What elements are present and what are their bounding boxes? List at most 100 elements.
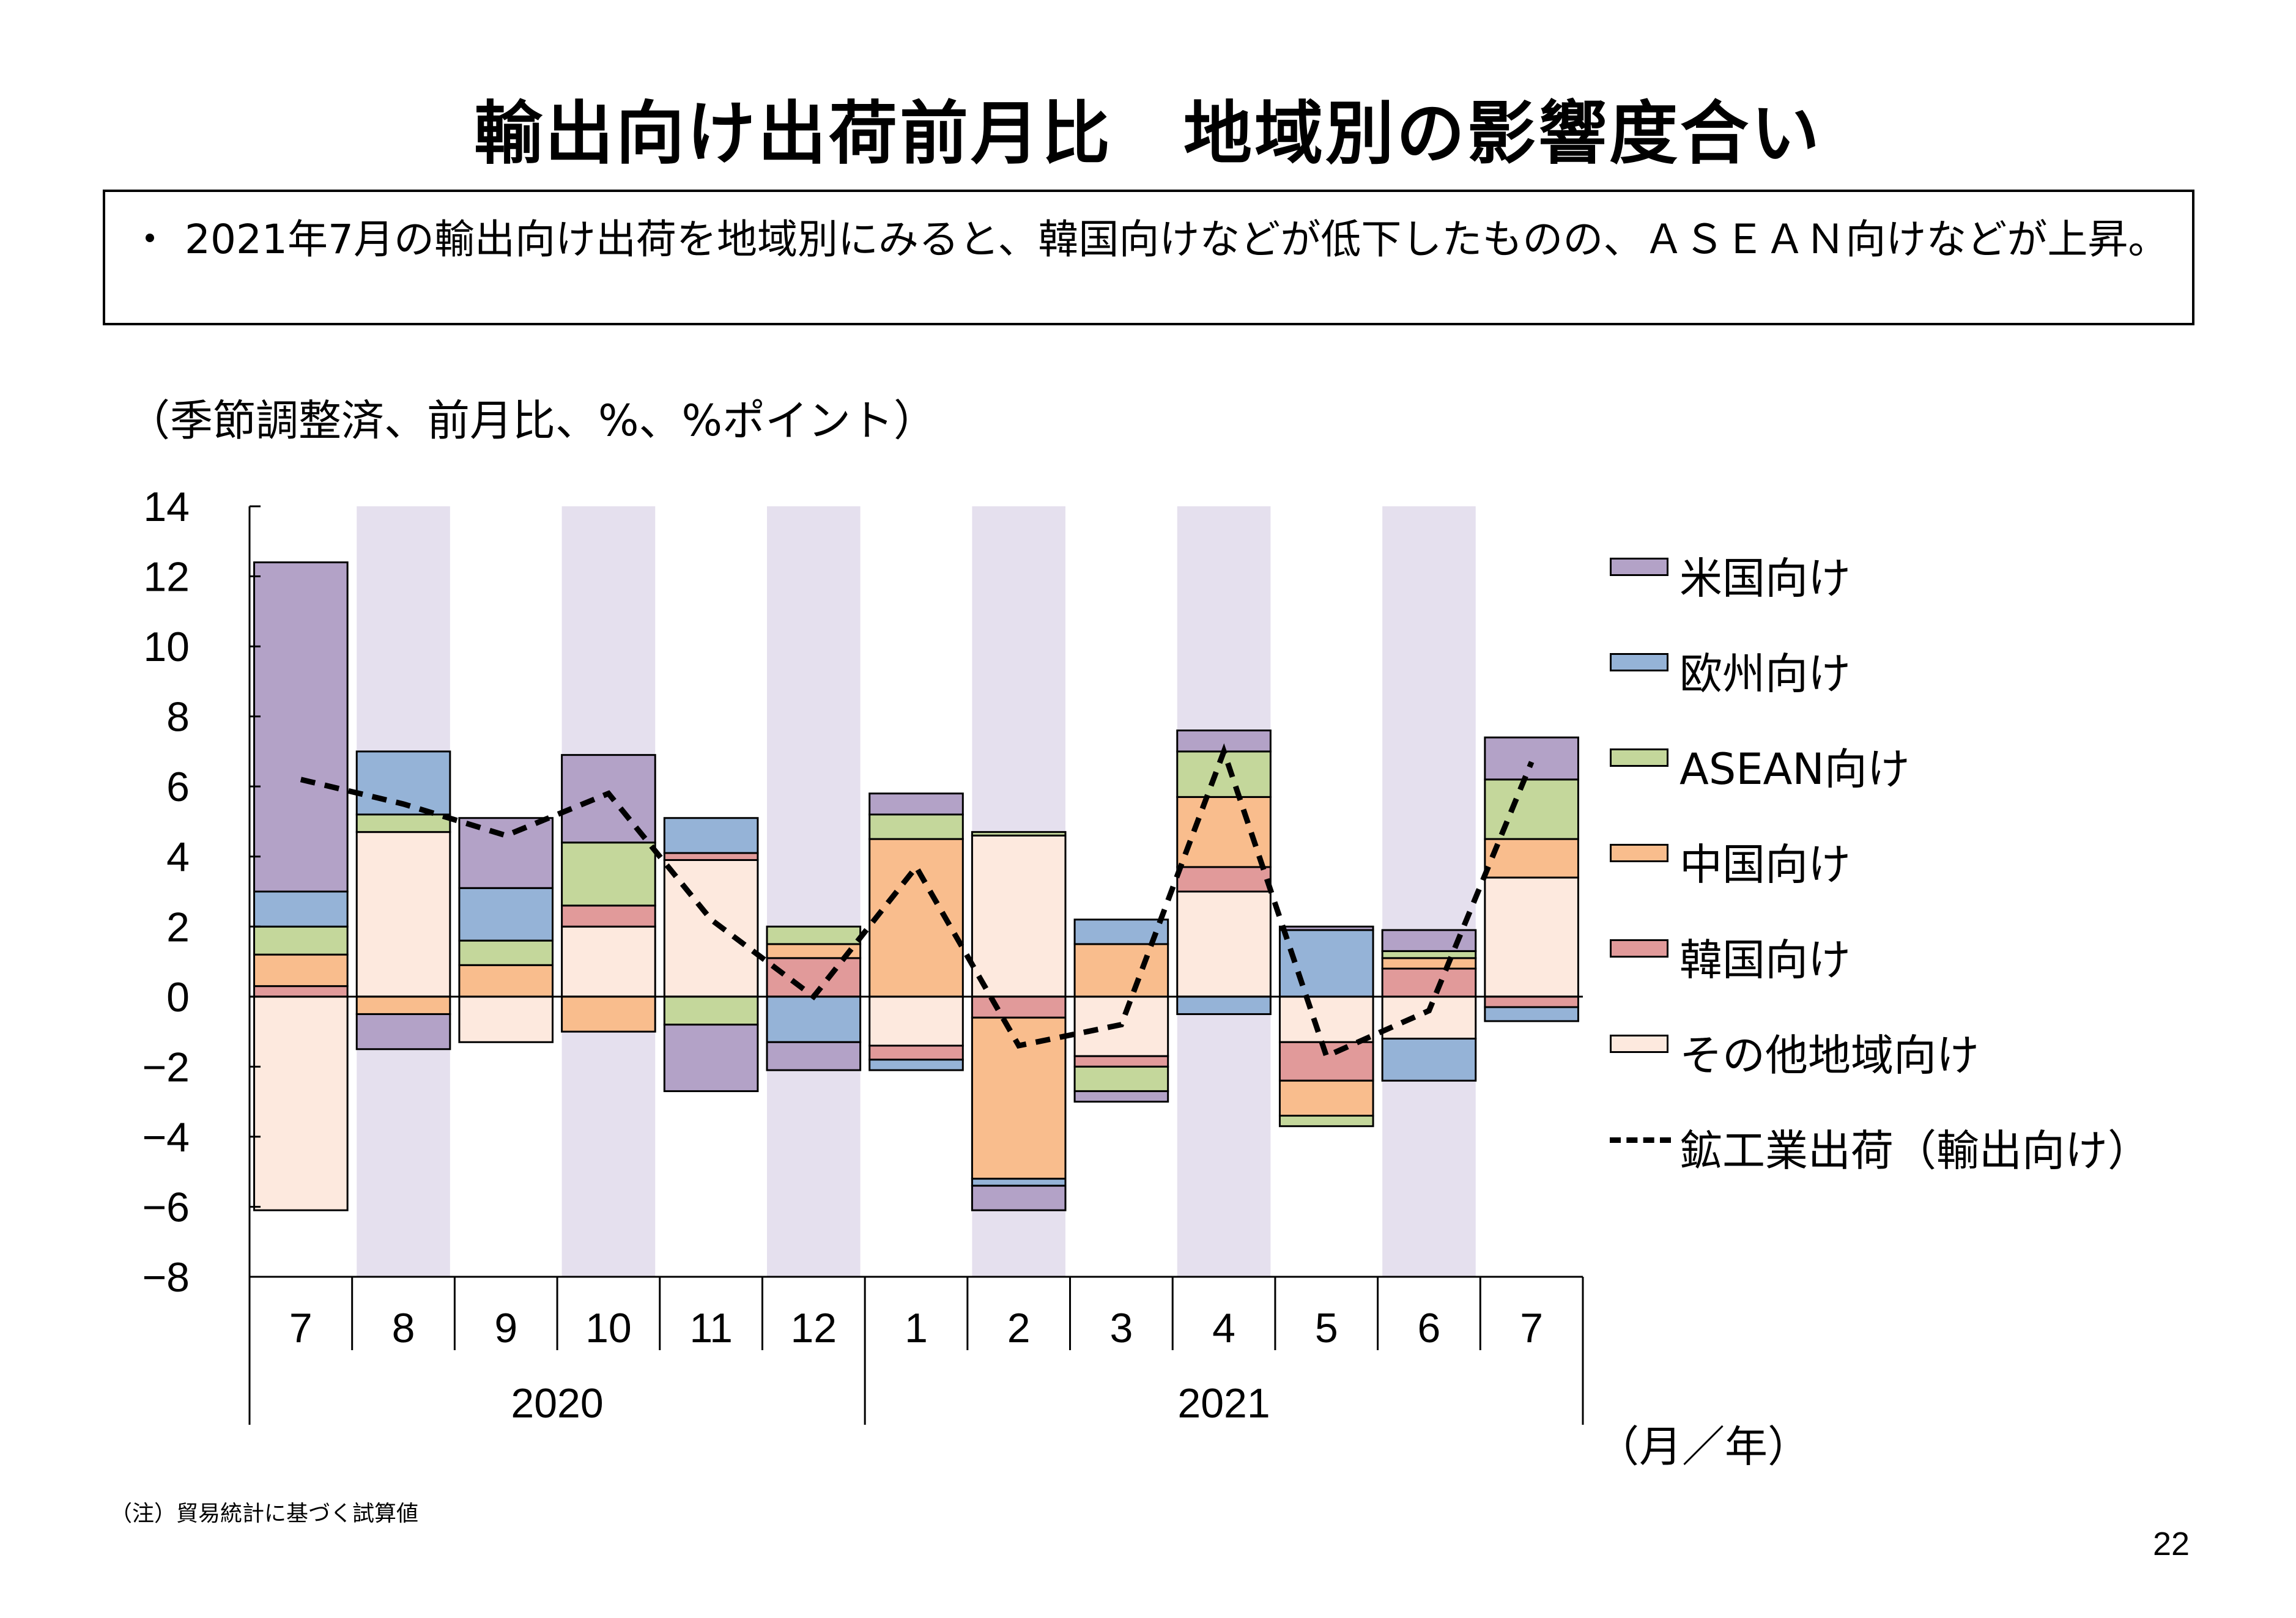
bar-segment-5-6 [868, 792, 964, 816]
x-axis-unit-label: （月／年） [1596, 1422, 1810, 1472]
bar-segment-5-4 [663, 1024, 759, 1092]
x-tick-label: 12 [790, 1305, 837, 1351]
page-title: 輸出向け出荷前月比 地域別の影響度合い [474, 94, 1822, 174]
bar-segment-1-0 [253, 985, 349, 998]
summary-body: 2021年7月の輸出向け出荷を地域別にみると、韓国向けなどが低下したものの、ＡＳ… [185, 216, 2169, 263]
bar-segment-4-12 [1484, 1006, 1579, 1022]
bar-segment-3-2 [458, 939, 554, 966]
legend-item: 鉱工業出荷（輸出向け） [1601, 1104, 2274, 1176]
bar-segment-1-8 [1073, 1055, 1169, 1068]
bullet-mark: ・ [130, 216, 170, 263]
bar-segment-0-12 [1484, 876, 1579, 998]
bar-segment-2-8 [1073, 943, 1169, 998]
legend-item: 韓国向け [1601, 914, 2274, 985]
bar-segment-5-10 [1278, 925, 1374, 931]
x-tick-label: 11 [689, 1305, 733, 1351]
legend-item: ASEAN向け [1601, 723, 2274, 794]
y-tick-label: 14 [143, 484, 190, 530]
legend-label: その他地域向け [1679, 1030, 1979, 1081]
bar-segment-2-2 [458, 964, 554, 998]
y-tick-label: 12 [143, 554, 190, 600]
y-tick-label: −2 [142, 1044, 190, 1090]
bar-segment-5-8 [1073, 1090, 1169, 1103]
legend-label: ASEAN向け [1679, 744, 1910, 794]
bar-segment-1-5 [766, 957, 862, 998]
x-tick-label: 4 [1212, 1305, 1235, 1351]
bar-segment-4-4 [663, 817, 759, 854]
bar-segment-0-7 [971, 834, 1067, 998]
unit-note: （季節調整済、前月比、%、%ポイント） [127, 396, 937, 446]
legend-swatch [1610, 558, 1668, 576]
bar-segment-0-11 [1381, 996, 1477, 1040]
legend-swatch [1610, 844, 1668, 862]
x-tick-label: 8 [392, 1305, 415, 1351]
bar-segment-4-2 [458, 887, 554, 942]
x-tick-label: 7 [289, 1305, 313, 1351]
bar-segment-2-9 [1176, 796, 1272, 868]
legend-swatch [1610, 939, 1668, 958]
bar-segment-3-7 [971, 831, 1067, 837]
bar-segment-4-6 [868, 1058, 964, 1071]
summary-text: ・ 2021年7月の輸出向け出荷を地域別にみると、韓国向けなどが低下したものの、… [130, 214, 2174, 265]
bar-segment-2-3 [561, 996, 656, 1033]
legend-label: 中国向け [1679, 840, 1851, 890]
bar-segment-0-10 [1278, 996, 1374, 1043]
bar-segment-1-6 [868, 1044, 964, 1061]
bar-segment-2-10 [1278, 1079, 1374, 1117]
bar-segment-0-6 [868, 996, 964, 1047]
column-shade [767, 506, 861, 1277]
bar-segment-0-9 [1176, 890, 1272, 998]
legend-label: 欧州向け [1679, 649, 1851, 699]
bar-segment-3-6 [868, 813, 964, 840]
x-tick-label: 5 [1315, 1305, 1338, 1351]
bar-segment-4-9 [1176, 996, 1272, 1015]
bar-segment-5-0 [253, 561, 349, 893]
legend-swatch [1610, 1035, 1668, 1053]
x-tick-label: 1 [905, 1305, 928, 1351]
bar-segment-1-3 [561, 904, 656, 928]
y-tick-label: 0 [166, 974, 190, 1021]
legend-swatch [1610, 748, 1668, 767]
bar-segment-3-12 [1484, 778, 1579, 840]
bar-segment-2-6 [868, 838, 964, 998]
x-tick-label: 6 [1418, 1305, 1441, 1351]
bar-segment-1-12 [1484, 996, 1579, 1008]
bar-segment-3-4 [663, 996, 759, 1026]
legend-item: 欧州向け [1601, 627, 2274, 699]
y-tick-label: −6 [142, 1184, 190, 1230]
y-tick-label: 8 [166, 694, 190, 741]
bar-segment-5-2 [458, 817, 554, 889]
bar-segment-0-3 [561, 925, 656, 998]
year-label: 2021 [1177, 1380, 1270, 1427]
bar-segment-4-8 [1073, 918, 1169, 945]
bar-segment-5-12 [1484, 736, 1579, 781]
bar-segment-3-10 [1278, 1115, 1374, 1128]
legend-label: 米国向け [1679, 553, 1851, 604]
bar-segment-0-1 [355, 831, 451, 998]
y-tick-label: 10 [143, 624, 190, 670]
bar-segment-5-1 [355, 1013, 451, 1051]
bar-segment-4-11 [1381, 1038, 1477, 1082]
x-tick-label: 9 [494, 1305, 517, 1351]
bar-segment-1-4 [663, 852, 759, 861]
bar-segment-3-1 [355, 813, 451, 833]
y-tick-label: 4 [166, 834, 190, 881]
legend-swatch [1610, 653, 1668, 671]
column-shade [1382, 506, 1476, 1277]
page-number: 22 [2153, 1526, 2190, 1562]
footnote: （注）貿易統計に基づく試算値 [110, 1501, 419, 1526]
legend-line-swatch [1610, 1137, 1671, 1143]
bar-segment-5-7 [971, 1184, 1067, 1211]
bar-segment-2-1 [355, 996, 451, 1015]
x-tick-label: 2 [1007, 1305, 1031, 1351]
legend-item: 中国向け [1601, 818, 2274, 890]
bar-segment-1-11 [1381, 967, 1477, 998]
summary-box: ・ 2021年7月の輸出向け出荷を地域別にみると、韓国向けなどが低下したものの、… [103, 190, 2194, 325]
bar-segment-4-10 [1278, 929, 1374, 998]
bar-segment-0-0 [253, 996, 349, 1211]
y-tick-label: −4 [142, 1114, 190, 1161]
legend-item: 米国向け [1601, 532, 2274, 604]
bar-segment-3-0 [253, 925, 349, 956]
bar-segment-2-11 [1381, 957, 1477, 970]
